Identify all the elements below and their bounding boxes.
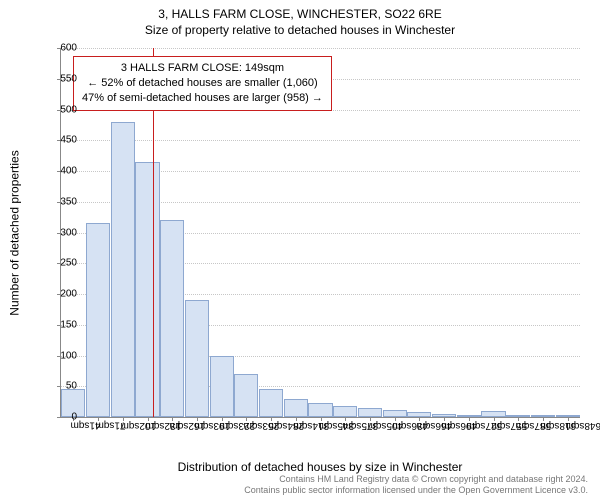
plot-area: 3 HALLS FARM CLOSE: 149sqm← 52% of detac… <box>60 48 580 418</box>
histogram-bar <box>135 162 159 417</box>
y-tick-label: 550 <box>47 73 77 84</box>
callout-line-2: ← 52% of detached houses are smaller (1,… <box>82 76 323 91</box>
histogram-bar <box>111 122 135 417</box>
histogram-bar <box>185 300 209 417</box>
y-axis-label: Number of detached properties <box>8 48 22 418</box>
footer-line-2: Contains public sector information licen… <box>60 485 588 496</box>
footer-attribution: Contains HM Land Registry data © Crown c… <box>60 474 588 497</box>
y-tick-label: 600 <box>47 43 77 54</box>
gridline <box>61 48 580 49</box>
callout-line-1: 3 HALLS FARM CLOSE: 149sqm <box>82 61 323 76</box>
histogram-bar <box>358 408 382 417</box>
histogram-bar <box>160 220 184 417</box>
gridline <box>61 140 580 141</box>
title-line-2: Size of property relative to detached ho… <box>0 22 600 38</box>
y-tick-label: 300 <box>47 227 77 238</box>
histogram-bar <box>259 389 283 417</box>
histogram-bar <box>210 356 234 418</box>
x-axis-label: Distribution of detached houses by size … <box>60 460 580 474</box>
histogram-bar <box>333 406 357 417</box>
y-tick-label: 350 <box>47 196 77 207</box>
y-tick-label: 200 <box>47 289 77 300</box>
histogram-bar <box>284 399 308 417</box>
histogram-bar <box>383 410 407 417</box>
histogram-bar <box>308 403 332 417</box>
callout-box: 3 HALLS FARM CLOSE: 149sqm← 52% of detac… <box>73 56 332 111</box>
y-tick-label: 50 <box>47 381 77 392</box>
footer-line-1: Contains HM Land Registry data © Crown c… <box>60 474 588 485</box>
y-tick-label: 150 <box>47 319 77 330</box>
y-tick-label: 400 <box>47 166 77 177</box>
y-tick-label: 100 <box>47 350 77 361</box>
histogram-chart: 3, HALLS FARM CLOSE, WINCHESTER, SO22 6R… <box>0 0 600 500</box>
histogram-bar <box>86 223 110 417</box>
y-tick-label: 450 <box>47 135 77 146</box>
histogram-bar <box>234 374 258 417</box>
y-tick-label: 250 <box>47 258 77 269</box>
callout-line-3: 47% of semi-detached houses are larger (… <box>82 91 323 106</box>
chart-title: 3, HALLS FARM CLOSE, WINCHESTER, SO22 6R… <box>0 6 600 38</box>
y-tick-label: 500 <box>47 104 77 115</box>
title-line-1: 3, HALLS FARM CLOSE, WINCHESTER, SO22 6R… <box>0 6 600 22</box>
